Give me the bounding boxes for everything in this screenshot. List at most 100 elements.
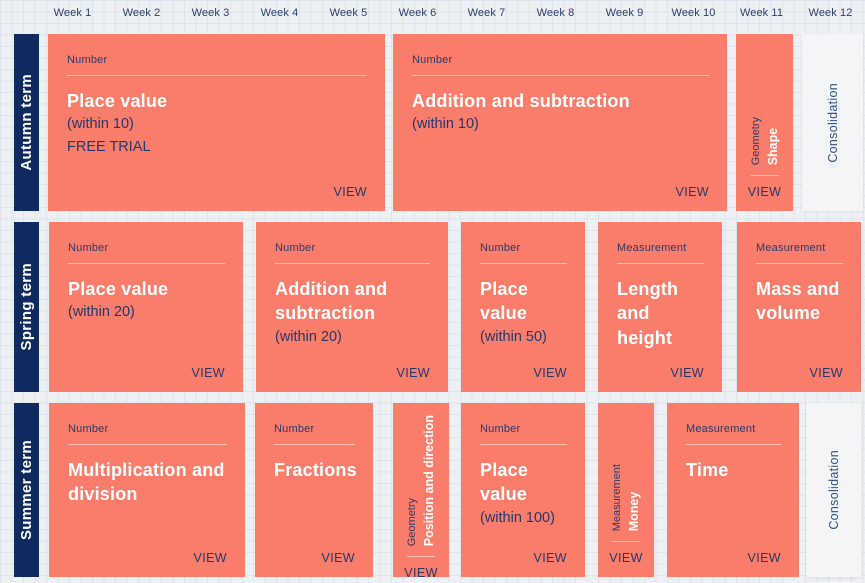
card-category: Geometry bbox=[406, 497, 418, 547]
card-subtitle: (within 100) bbox=[480, 509, 555, 526]
summer-term-label: Summer term bbox=[18, 439, 35, 540]
card-divider bbox=[480, 444, 567, 445]
card-category: Measurement bbox=[611, 463, 623, 531]
card-subtitle: (within 50) bbox=[480, 328, 547, 345]
card-subtitle: (within 10) bbox=[67, 116, 134, 133]
view-link[interactable]: VIEW bbox=[675, 185, 709, 199]
card-divider bbox=[68, 263, 225, 264]
card-title: Shape bbox=[765, 127, 780, 165]
card-title: Addition and subtraction bbox=[275, 279, 388, 324]
card-divider bbox=[756, 263, 843, 264]
card-summer-place-value-100: Number Place value (within 100) VIEW bbox=[461, 403, 585, 577]
card-spring-addition-subtraction-20: Number Addition and subtraction (within … bbox=[256, 222, 448, 392]
card-title: Time bbox=[686, 460, 729, 480]
view-link[interactable]: VIEW bbox=[333, 185, 367, 199]
week-header-10: Week 10 bbox=[671, 7, 716, 19]
card-spring-place-value-20: Number Place value (within 20) VIEW bbox=[49, 222, 243, 392]
card-divider bbox=[407, 556, 435, 558]
week-header-11: Week 11 bbox=[739, 7, 784, 19]
card-divider bbox=[612, 541, 640, 542]
view-link[interactable]: VIEW bbox=[533, 551, 567, 565]
card-category: Number bbox=[68, 423, 109, 435]
card-spring-mass-volume: Measurement Mass and volume VIEW bbox=[737, 222, 861, 392]
card-title: Place value bbox=[67, 91, 168, 111]
card-category: Number bbox=[274, 423, 315, 435]
card-divider bbox=[412, 75, 709, 76]
card-summer-consolidation: Consolidation bbox=[806, 403, 861, 577]
week-header-8: Week 8 bbox=[536, 7, 575, 19]
card-title: Place value bbox=[68, 279, 169, 299]
card-summer-time: Measurement Time VIEW bbox=[667, 403, 799, 577]
card-title: Mass and volume bbox=[756, 279, 840, 324]
card-divider bbox=[617, 263, 704, 264]
card-divider bbox=[275, 263, 430, 264]
card-category: Number bbox=[480, 423, 521, 435]
card-divider bbox=[686, 444, 781, 445]
card-title: Multiplication and division bbox=[68, 460, 225, 505]
card-category: Number bbox=[412, 54, 453, 66]
spring-term-label: Spring term bbox=[18, 263, 35, 351]
card-title: Fractions bbox=[274, 460, 357, 480]
card-summer-position-direction: Geometry Position and direction VIEW bbox=[393, 403, 449, 581]
card-autumn-consolidation: Consolidation bbox=[802, 34, 863, 211]
consolidation-label: Consolidation bbox=[825, 82, 840, 163]
card-category: Measurement bbox=[617, 242, 687, 254]
card-subtitle: (within 10) bbox=[412, 116, 479, 133]
autumn-term-label: Autumn term bbox=[18, 74, 35, 171]
card-title: Addition and subtraction bbox=[412, 91, 630, 111]
week-header-12: Week 12 bbox=[808, 7, 853, 19]
card-category: Number bbox=[480, 242, 521, 254]
card-category: Number bbox=[68, 242, 109, 254]
card-autumn-addition-subtraction-10: Number Addition and subtraction (within … bbox=[393, 34, 727, 211]
card-title: Length and height bbox=[617, 279, 679, 348]
card-spring-length-height: Measurement Length and height VIEW bbox=[598, 222, 722, 392]
card-divider bbox=[274, 444, 355, 445]
view-link[interactable]: VIEW bbox=[396, 366, 430, 380]
week-header-9: Week 9 bbox=[605, 7, 644, 19]
view-link[interactable]: VIEW bbox=[404, 566, 438, 581]
week-header-7: Week 7 bbox=[467, 7, 506, 19]
view-link[interactable]: VIEW bbox=[191, 366, 225, 380]
card-title: Place value bbox=[480, 279, 529, 324]
card-summer-fractions: Number Fractions VIEW bbox=[255, 403, 373, 577]
sidebar-autumn-term: Autumn term bbox=[14, 34, 39, 211]
view-link[interactable]: VIEW bbox=[533, 366, 567, 380]
view-link[interactable]: VIEW bbox=[747, 551, 781, 565]
card-summer-multiplication-division: Number Multiplication and division VIEW bbox=[49, 403, 245, 577]
week-header-4: Week 4 bbox=[260, 7, 299, 19]
view-link[interactable]: VIEW bbox=[321, 551, 355, 565]
card-title: Place value bbox=[480, 460, 529, 505]
card-vertical-text: Geometry Position and direction bbox=[406, 415, 436, 546]
card-spring-place-value-50: Number Place value (within 50) VIEW bbox=[461, 222, 585, 392]
card-autumn-shape: Geometry Shape VIEW bbox=[736, 34, 793, 211]
card-vertical-text: Measurement Money bbox=[611, 464, 641, 531]
consolidation-label: Consolidation bbox=[826, 450, 841, 530]
week-header-3: Week 3 bbox=[191, 7, 230, 19]
view-link[interactable]: VIEW bbox=[609, 551, 643, 565]
card-category: Number bbox=[67, 54, 108, 66]
week-header-6: Week 6 bbox=[398, 7, 437, 19]
card-vertical-text: Geometry Shape bbox=[750, 117, 780, 165]
card-subtitle: (within 20) bbox=[275, 328, 342, 345]
card-subtitle: (within 20) bbox=[68, 304, 135, 321]
card-category: Geometry bbox=[749, 116, 762, 165]
card-category: Number bbox=[275, 242, 316, 254]
week-header-1: Week 1 bbox=[53, 7, 92, 19]
card-title: Money bbox=[627, 491, 641, 531]
view-link[interactable]: VIEW bbox=[193, 551, 227, 565]
card-divider bbox=[480, 263, 567, 264]
card-title: Position and direction bbox=[422, 415, 436, 547]
week-header-5: Week 5 bbox=[329, 7, 368, 19]
view-link[interactable]: VIEW bbox=[809, 366, 843, 380]
sidebar-spring-term: Spring term bbox=[14, 222, 39, 392]
view-link[interactable]: VIEW bbox=[670, 366, 704, 380]
card-category: Measurement bbox=[756, 242, 826, 254]
sidebar-summer-term: Summer term bbox=[14, 403, 39, 577]
card-summer-money: Measurement Money VIEW bbox=[598, 403, 654, 577]
card-category: Measurement bbox=[686, 423, 756, 435]
card-divider bbox=[750, 175, 779, 176]
card-autumn-place-value-10: Number Place value (within 10) FREE TRIA… bbox=[48, 34, 385, 211]
free-trial-label: FREE TRIAL bbox=[67, 139, 151, 156]
view-link[interactable]: VIEW bbox=[747, 185, 782, 199]
